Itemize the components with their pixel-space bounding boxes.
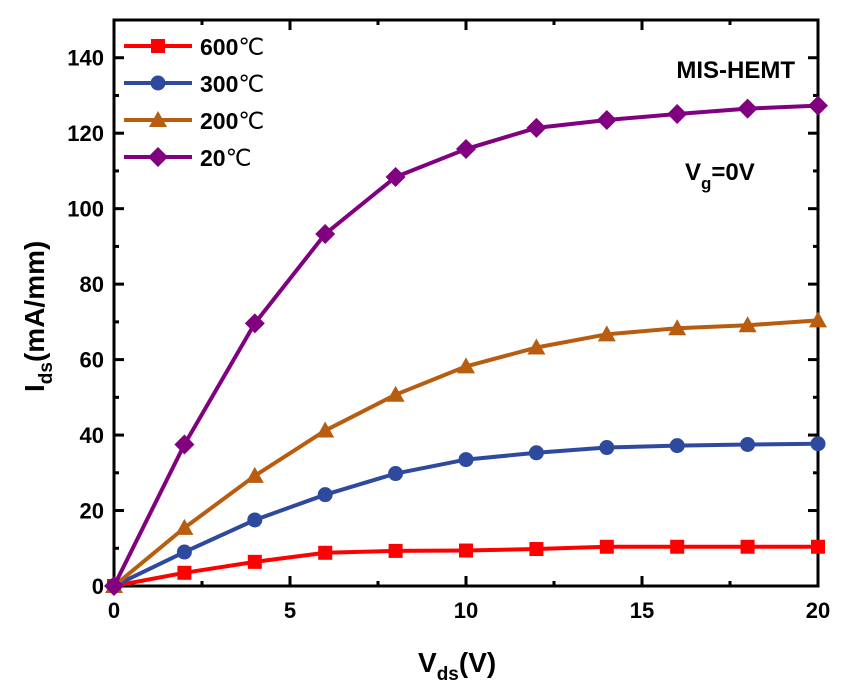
data-point — [385, 166, 406, 187]
data-point — [599, 440, 615, 456]
data-point — [459, 543, 473, 558]
x-axis-title-sub: ds — [437, 664, 459, 685]
legend-item-600c: 600℃ — [124, 34, 264, 60]
data-point — [809, 311, 827, 328]
legend-label-unit: ℃ — [238, 35, 264, 60]
data-point — [737, 98, 758, 119]
series-20c — [104, 95, 828, 596]
y-tick-label: 40 — [80, 423, 104, 448]
gate-voltage-annotation: Vg=0V — [685, 159, 755, 193]
y-axis-title-sub: ds — [36, 362, 57, 384]
y-tick-label: 80 — [80, 272, 104, 297]
legend-label: 300℃ — [200, 71, 264, 97]
x-axis-title: Vds(V) — [418, 647, 496, 685]
data-point — [529, 542, 544, 557]
y-tick-label: 0 — [92, 574, 104, 599]
data-point — [740, 539, 755, 554]
gate-voltage-sub: g — [701, 174, 711, 193]
data-point — [667, 103, 688, 124]
device-annotation: MIS-HEMT — [676, 57, 795, 84]
data-point — [810, 436, 826, 452]
data-point — [244, 313, 265, 334]
data-point — [318, 545, 333, 560]
data-point — [738, 316, 757, 333]
x-axis-title-main: V — [418, 647, 437, 678]
data-point — [456, 139, 476, 160]
y-axis-title: Ids(mA/mm) — [19, 241, 57, 392]
data-point — [670, 539, 685, 554]
x-tick-label: 15 — [630, 598, 654, 623]
y-tick-label: 120 — [67, 121, 104, 146]
data-point — [176, 544, 192, 560]
legend-label: 200℃ — [200, 108, 264, 134]
data-point — [177, 565, 192, 580]
legend-label-unit: ℃ — [238, 109, 264, 134]
data-point — [174, 434, 195, 455]
data-point — [388, 543, 403, 558]
y-tick-label: 60 — [80, 348, 104, 373]
y-tick-label: 140 — [67, 46, 104, 71]
legend-label-unit: ℃ — [238, 72, 264, 97]
x-axis-title-tail: (V) — [459, 647, 496, 678]
legend-label: 20℃ — [200, 145, 251, 171]
data-point — [317, 487, 333, 503]
data-point — [388, 466, 404, 482]
legend-label-value: 600 — [200, 34, 238, 60]
series-300c — [106, 436, 826, 594]
series-600c — [107, 539, 825, 593]
legend-marker — [148, 147, 168, 167]
legend-marker — [151, 39, 165, 53]
data-point — [104, 576, 124, 596]
data-point — [740, 437, 756, 452]
legend-marker — [149, 111, 167, 127]
gate-voltage-tail: =0V — [711, 159, 754, 186]
series-layer — [104, 95, 828, 596]
data-point — [526, 117, 547, 138]
x-tick-label: 0 — [108, 598, 120, 623]
data-point — [175, 518, 194, 535]
data-point — [386, 385, 405, 402]
data-point — [316, 421, 335, 438]
data-point — [811, 539, 825, 554]
data-point — [599, 539, 614, 554]
x-tick-label: 5 — [284, 598, 296, 623]
data-point — [247, 512, 263, 528]
data-point — [669, 438, 685, 454]
legend-marker — [150, 75, 166, 91]
series-200c — [105, 311, 827, 593]
data-point — [597, 325, 616, 342]
data-point — [457, 357, 475, 374]
y-axis-title-main: I — [19, 384, 50, 392]
legend-label: 600℃ — [200, 34, 264, 60]
y-tick-label: 100 — [67, 197, 104, 222]
data-point — [315, 223, 336, 244]
legend-item-200c: 200℃ — [124, 108, 264, 134]
data-point — [668, 319, 687, 336]
x-tick-label: 20 — [806, 598, 830, 623]
data-point — [596, 109, 617, 130]
data-point — [247, 554, 262, 569]
data-point — [245, 466, 264, 483]
data-point — [808, 95, 828, 116]
legend-item-20c: 20℃ — [124, 145, 251, 171]
legend-label-unit: ℃ — [226, 146, 252, 171]
y-axis-title-tail: (mA/mm) — [19, 241, 50, 362]
x-tick-label: 10 — [454, 598, 478, 623]
legend-label-value: 300 — [200, 71, 238, 97]
y-tick-label: 20 — [80, 499, 104, 524]
legend-label-value: 20 — [200, 145, 226, 171]
legend-label-value: 200 — [200, 108, 238, 134]
legend-item-300c: 300℃ — [124, 71, 264, 97]
data-point — [458, 452, 474, 468]
data-point — [528, 445, 544, 461]
data-point — [527, 338, 546, 355]
gate-voltage-main: V — [685, 159, 701, 186]
